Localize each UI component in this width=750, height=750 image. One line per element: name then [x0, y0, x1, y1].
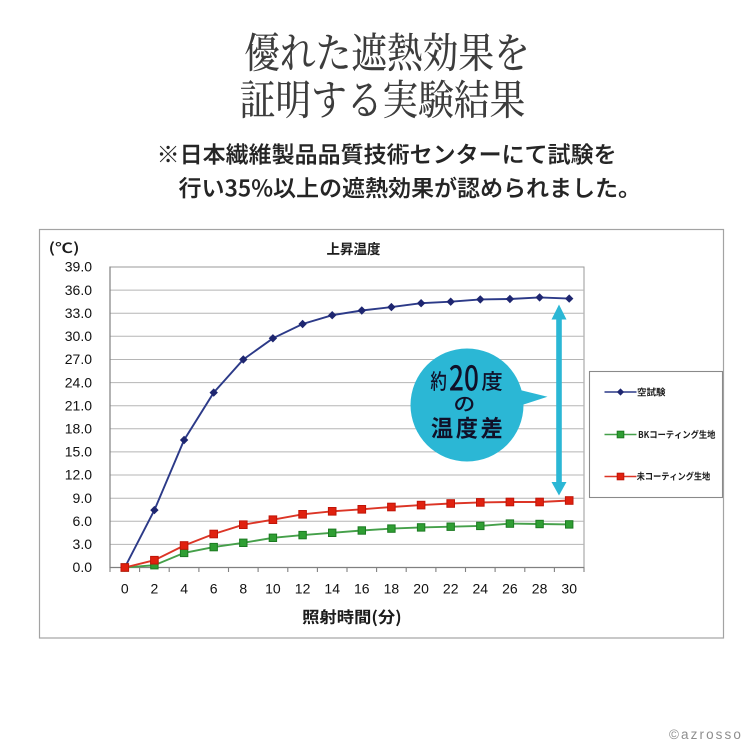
svg-text:18.0: 18.0: [65, 421, 92, 437]
svg-text:0.0: 0.0: [73, 559, 93, 575]
svg-text:26: 26: [502, 581, 518, 597]
svg-text:24.0: 24.0: [65, 374, 92, 390]
svg-text:©azrosso: ©azrosso: [669, 727, 743, 742]
svg-text:15.0: 15.0: [65, 444, 92, 460]
svg-text:18: 18: [384, 581, 400, 597]
svg-text:12: 12: [295, 581, 311, 597]
svg-text:3.0: 3.0: [73, 536, 93, 552]
svg-text:10: 10: [265, 581, 281, 597]
svg-text:16: 16: [354, 581, 370, 597]
svg-text:21.0: 21.0: [65, 397, 92, 413]
svg-text:24: 24: [473, 581, 489, 597]
svg-text:9.0: 9.0: [73, 490, 93, 506]
svg-text:12.0: 12.0: [65, 467, 92, 483]
svg-text:6: 6: [210, 581, 218, 597]
svg-text:28: 28: [532, 581, 548, 597]
svg-text:8: 8: [239, 581, 247, 597]
svg-text:39.0: 39.0: [65, 259, 92, 275]
svg-text:30: 30: [561, 581, 577, 597]
svg-text:22: 22: [443, 581, 459, 597]
svg-text:2: 2: [151, 581, 159, 597]
svg-text:20: 20: [413, 581, 429, 597]
svg-text:30.0: 30.0: [65, 328, 92, 344]
svg-text:27.0: 27.0: [65, 351, 92, 367]
svg-text:36.0: 36.0: [65, 282, 92, 298]
svg-text:0: 0: [121, 581, 129, 597]
svg-text:33.0: 33.0: [65, 305, 92, 321]
svg-text:4: 4: [180, 581, 188, 597]
svg-text:6.0: 6.0: [73, 513, 93, 529]
svg-text:14: 14: [324, 581, 340, 597]
